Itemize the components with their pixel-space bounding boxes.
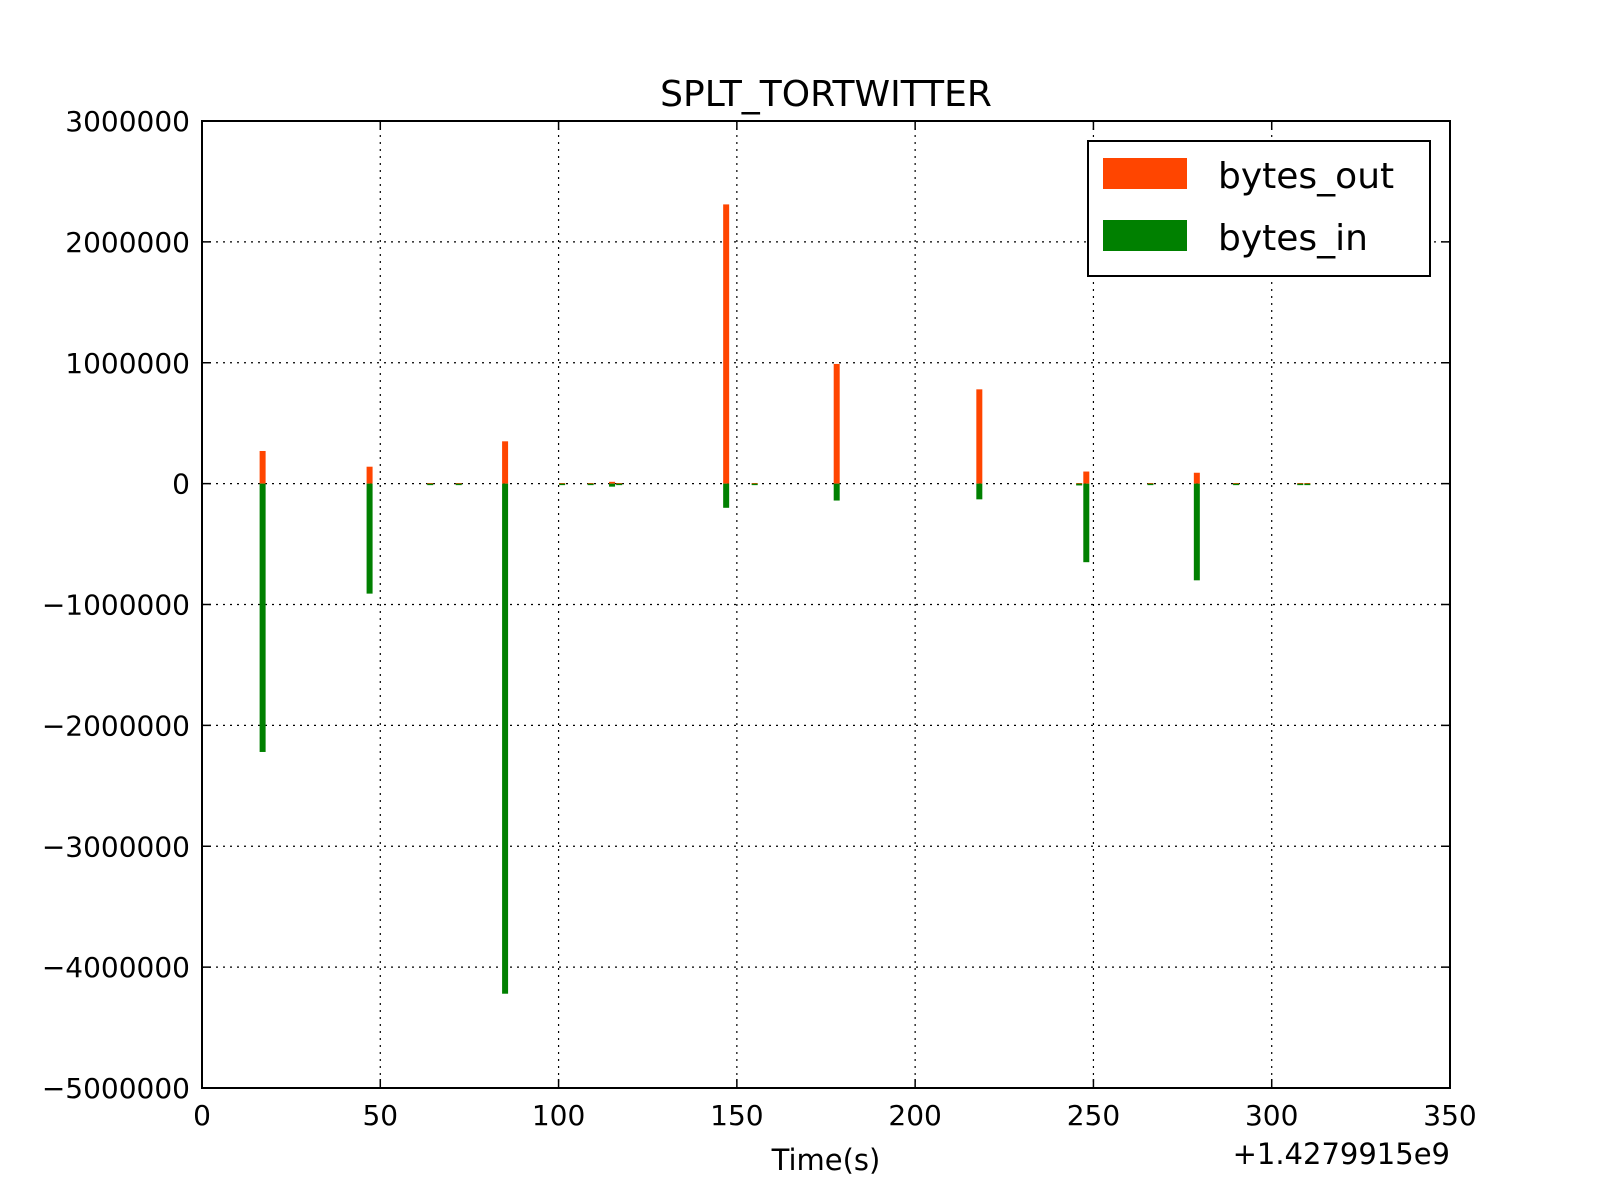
legend-swatch-bytes-out bbox=[1103, 158, 1187, 189]
x-tick-label: 50 bbox=[362, 1099, 398, 1132]
x-tick-label: 200 bbox=[888, 1099, 941, 1132]
bar-bytes-out bbox=[1083, 471, 1090, 484]
bar-bytes-in bbox=[833, 483, 840, 501]
ticks: 0 50 100 150 200 250 300 350 3000000 2000000 10000… bbox=[42, 105, 1477, 1132]
y-tick-label: −3000000 bbox=[42, 830, 190, 863]
y-tick-label: −1000000 bbox=[42, 589, 190, 622]
y-tick-label: −5000000 bbox=[42, 1072, 190, 1105]
bar-bytes-in bbox=[559, 483, 566, 486]
bar-bytes-out bbox=[723, 204, 730, 484]
bar-bytes-in bbox=[1297, 483, 1304, 486]
x-tick-label: 100 bbox=[532, 1099, 585, 1132]
bar-bytes-out bbox=[366, 466, 373, 484]
x-tick-label: 250 bbox=[1067, 1099, 1120, 1132]
bar-bytes-in bbox=[259, 483, 266, 752]
legend-label-bytes-in: bytes_in bbox=[1218, 218, 1368, 259]
bar-bytes-in bbox=[976, 483, 983, 500]
x-tick-label: 150 bbox=[710, 1099, 763, 1132]
bar-bytes-in bbox=[616, 483, 623, 486]
bar-bytes-out bbox=[833, 363, 840, 484]
bar-bytes-in bbox=[1147, 483, 1154, 486]
bar-bytes-out bbox=[976, 389, 983, 484]
bar-bytes-in bbox=[751, 483, 758, 486]
x-tick-label: 0 bbox=[193, 1099, 211, 1132]
grid bbox=[202, 121, 1450, 1088]
x-axis-label: Time(s) bbox=[771, 1143, 881, 1177]
x-offset-label: +1.4279915e9 bbox=[1233, 1137, 1450, 1171]
bar-bytes-in bbox=[1233, 483, 1240, 486]
y-tick-label: 0 bbox=[172, 468, 190, 501]
legend: bytes_out bytes_in bbox=[1087, 140, 1431, 277]
bar-bytes-out bbox=[259, 450, 266, 484]
bar-bytes-in bbox=[1083, 483, 1090, 563]
bar-bytes-in bbox=[366, 483, 373, 594]
legend-swatch-bytes-in bbox=[1103, 220, 1187, 251]
bar-bytes-in bbox=[1193, 483, 1200, 581]
bar-bytes-in bbox=[1304, 483, 1311, 486]
x-tick-label: 300 bbox=[1245, 1099, 1298, 1132]
bar-bytes-in bbox=[587, 483, 594, 486]
bar-bytes-in bbox=[502, 483, 509, 994]
y-tick-label: −2000000 bbox=[42, 709, 190, 742]
y-tick-label: 3000000 bbox=[65, 105, 190, 138]
y-tick-label: 1000000 bbox=[65, 347, 190, 380]
chart-title: SPLT_TORTWITTER bbox=[660, 74, 992, 115]
bar-bytes-in bbox=[427, 483, 434, 486]
legend-label-bytes-out: bytes_out bbox=[1218, 156, 1394, 197]
bar-bytes-in bbox=[455, 483, 462, 486]
bar-bytes-in bbox=[609, 483, 616, 487]
bar-bytes-in bbox=[1076, 483, 1083, 486]
bar-bytes-out bbox=[609, 481, 616, 484]
bars bbox=[259, 204, 1311, 994]
y-tick-label: −4000000 bbox=[42, 951, 190, 984]
x-tick-label: 350 bbox=[1423, 1099, 1476, 1132]
bar-bytes-out bbox=[502, 441, 509, 484]
bar-bytes-in bbox=[723, 483, 730, 508]
bar-bytes-out bbox=[1193, 472, 1200, 484]
y-tick-label: 2000000 bbox=[65, 226, 190, 259]
